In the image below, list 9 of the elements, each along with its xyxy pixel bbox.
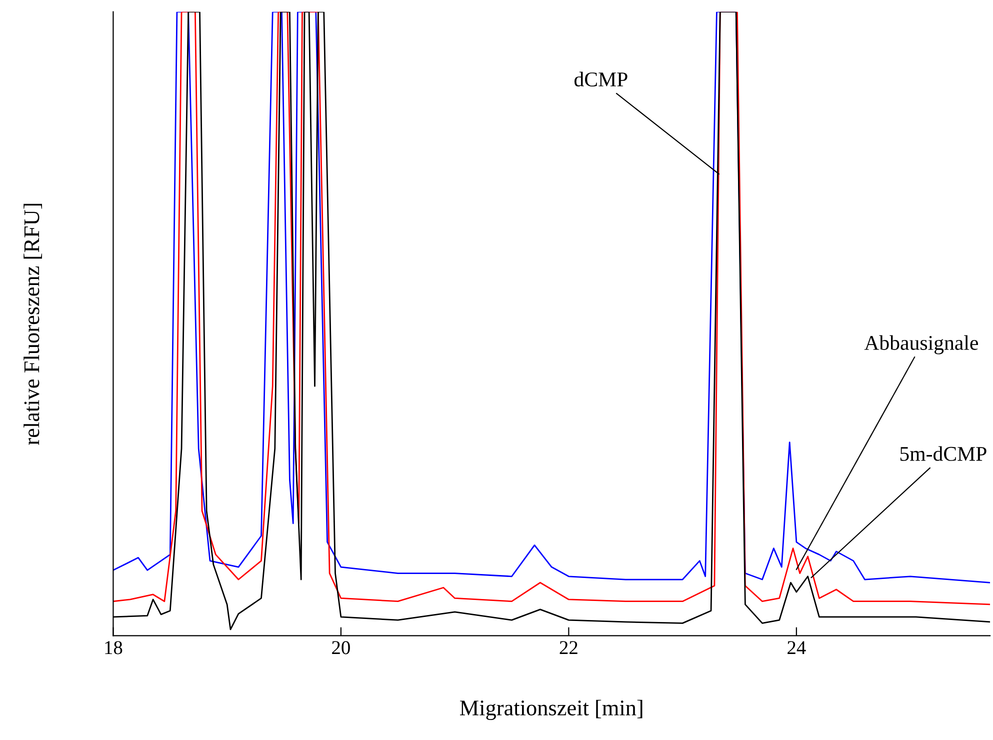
x-tick-label: 18 — [105, 641, 122, 654]
annotation: dCMP — [574, 72, 628, 86]
annotation: Abbausignale — [864, 335, 978, 354]
x-tick-label: 22 — [560, 641, 578, 654]
x-axis-title: Migrationszeit [min] — [460, 700, 642, 720]
x-tick-label: 24 — [788, 641, 806, 654]
annotation: 5m-dCMP — [900, 446, 986, 461]
y-axis-title: relative Fluoreszenz [RFU] — [24, 204, 42, 445]
x-tick-label: 20 — [332, 641, 350, 654]
